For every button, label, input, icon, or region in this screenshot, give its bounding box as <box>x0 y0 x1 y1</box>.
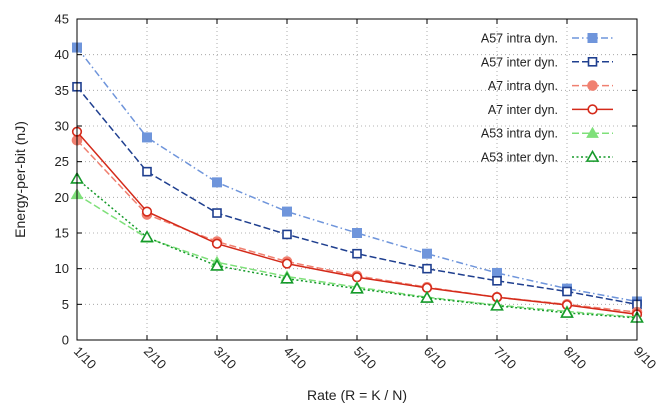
data-point <box>211 238 223 249</box>
data-point <box>562 286 572 297</box>
data-point <box>140 230 154 243</box>
data-point <box>281 258 293 269</box>
x-tick-label: 6/10 <box>421 344 450 373</box>
series-line <box>76 178 638 319</box>
legend-label: A57 inter dyn. <box>481 55 558 69</box>
y-tick-label: 45 <box>55 12 69 27</box>
x-tick-label: 3/10 <box>211 344 240 373</box>
legend-marker <box>587 56 598 67</box>
x-axis-title: Rate (R = K / N) <box>307 387 407 403</box>
legend-marker <box>587 33 598 43</box>
data-point <box>420 290 434 303</box>
y-tick-label: 35 <box>55 83 69 98</box>
data-point <box>422 263 432 274</box>
data-point <box>282 206 292 217</box>
series-group <box>70 42 644 323</box>
data-point <box>352 248 362 259</box>
series-line <box>76 86 638 306</box>
y-axis-title: Energy-per-bit (nJ) <box>12 121 28 238</box>
legend-label: A57 intra dyn. <box>481 32 558 46</box>
legend-item: A7 inter dyn. <box>488 103 613 117</box>
x-tick-label: 2/10 <box>141 344 170 373</box>
legend-label: A7 inter dyn. <box>488 103 558 117</box>
legend-item: A53 inter dyn. <box>481 149 613 165</box>
legend-label: A53 inter dyn. <box>481 151 558 165</box>
legend-label: A7 intra dyn. <box>488 79 558 93</box>
data-point <box>210 258 224 271</box>
data-point <box>280 271 294 284</box>
data-point <box>351 272 363 283</box>
legend-item: A7 intra dyn. <box>488 79 613 93</box>
legend-item: A57 inter dyn. <box>481 55 613 69</box>
legend-label: A53 intra dyn. <box>481 127 558 141</box>
data-point <box>560 305 574 318</box>
data-point <box>490 298 504 311</box>
y-tick-label: 5 <box>62 297 69 312</box>
data-point <box>350 281 364 294</box>
legend-marker <box>585 149 600 162</box>
x-tick-label: 5/10 <box>351 344 380 373</box>
data-point <box>212 208 222 218</box>
x-tick-label: 4/10 <box>281 344 310 373</box>
y-tick-label: 25 <box>55 154 69 169</box>
y-tick-label: 10 <box>55 261 69 276</box>
series-line <box>76 47 638 303</box>
y-tick-label: 20 <box>55 190 69 205</box>
x-tick-label: 1/10 <box>71 344 100 373</box>
x-tick-label: 8/10 <box>561 344 590 373</box>
x-tick-label: 9/10 <box>631 344 659 373</box>
legend-item: A57 intra dyn. <box>481 32 613 46</box>
plot-frame <box>76 18 638 341</box>
data-point <box>141 206 153 217</box>
data-point <box>352 228 362 238</box>
x-tick-label: 7/10 <box>491 344 520 373</box>
data-point <box>492 275 502 286</box>
legend-marker <box>587 104 598 115</box>
data-point <box>422 248 432 259</box>
y-tick-label: 15 <box>55 226 69 241</box>
data-point <box>142 132 152 143</box>
data-point <box>142 166 152 177</box>
y-tick-label: 40 <box>55 47 69 62</box>
series-line <box>76 193 638 318</box>
legend: A57 intra dyn. A57 inter dyn. A7 intra dyn… <box>481 32 613 165</box>
legend-marker <box>587 80 598 91</box>
y-tick-label: 30 <box>55 119 69 134</box>
data-point <box>212 177 222 188</box>
legend-item: A53 intra dyn. <box>481 126 613 141</box>
data-point <box>282 229 292 240</box>
legend-marker <box>586 126 599 138</box>
y-tick-label: 0 <box>62 333 69 348</box>
